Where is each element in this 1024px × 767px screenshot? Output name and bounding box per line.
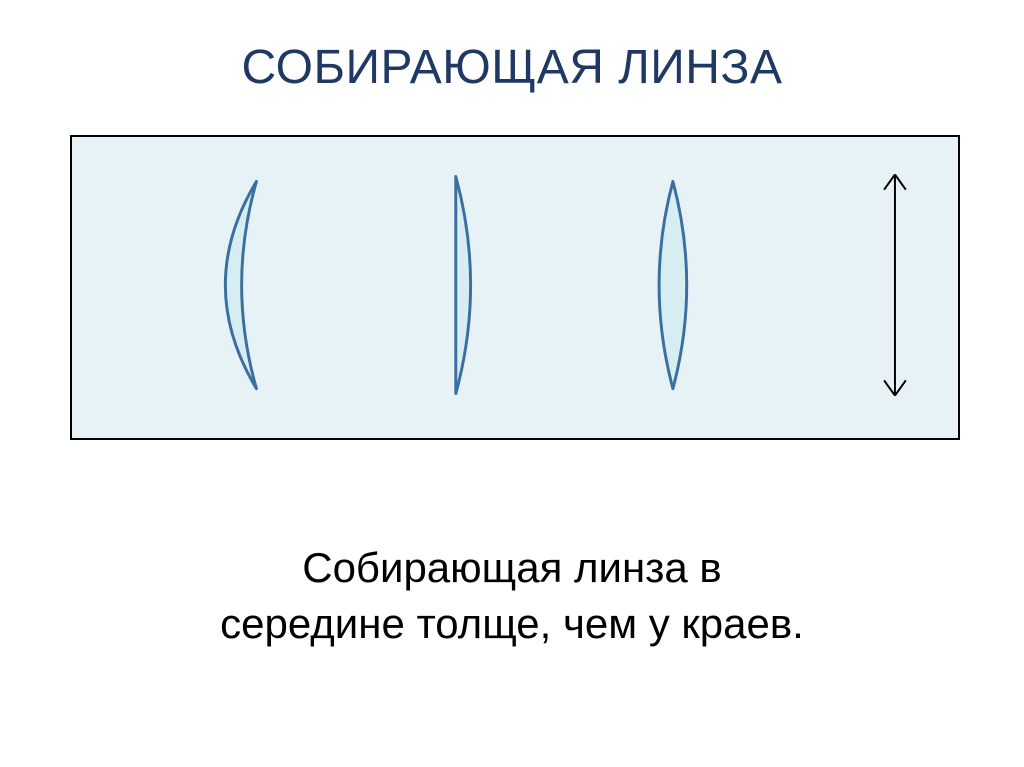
slide-caption: Собирающая линза в середине толще, чем у… [0, 540, 1024, 652]
lens-meniscus-convex [225, 181, 256, 388]
lens-biconvex [659, 181, 687, 388]
converging-lens-symbol [884, 175, 906, 396]
lens-diagram-box [70, 135, 960, 440]
lens-plano-convex [456, 176, 471, 393]
slide: СОБИРАЮЩАЯ ЛИНЗА Собирающая линза в сере… [0, 0, 1024, 767]
lens-diagram-svg [72, 137, 958, 438]
caption-line-2: середине толще, чем у краев. [220, 600, 804, 647]
slide-title: СОБИРАЮЩАЯ ЛИНЗА [0, 40, 1024, 95]
caption-line-1: Собирающая линза в [302, 544, 722, 591]
